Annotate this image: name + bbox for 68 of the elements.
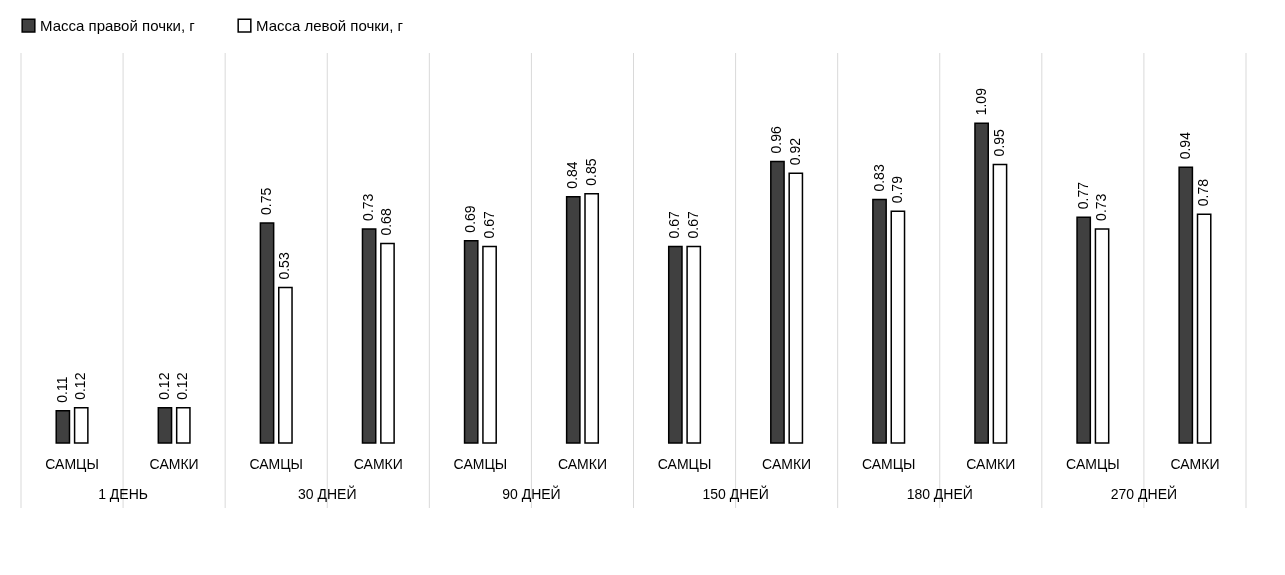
text: 150 ДНЕЙ xyxy=(702,485,769,502)
x-tick-label: САМКИ xyxy=(149,456,199,472)
x-tick-label: САМЦЫ xyxy=(45,456,99,472)
x-tick-label: САМЦЫ xyxy=(453,456,508,472)
bar xyxy=(872,198,887,444)
bar xyxy=(380,242,395,444)
data-label: 0.11 xyxy=(53,376,70,403)
data-label: 0.68 xyxy=(378,208,395,236)
data-label: 0.79 xyxy=(888,175,905,204)
data-label: 0.12 xyxy=(174,372,191,400)
data-label: 0.67 xyxy=(480,211,497,239)
bar xyxy=(890,210,906,444)
legend-label: Масса левой почки, г xyxy=(256,16,404,34)
data-label: 0.77 xyxy=(1074,181,1091,210)
bar xyxy=(482,245,497,444)
data-label: 0.12 xyxy=(72,372,89,400)
data-label: 0.53 xyxy=(276,252,293,280)
x-tick-label: САМЦЫ xyxy=(249,456,303,472)
data-label: 0.84 xyxy=(564,161,581,189)
data-label: 0.69 xyxy=(462,205,479,233)
x-tick-label: САМЦЫ xyxy=(657,456,712,472)
text: 30 ДНЕЙ xyxy=(298,485,357,502)
data-label: 0.67 xyxy=(684,211,701,239)
data-label: 0.85 xyxy=(582,158,599,186)
data-label: 0.96 xyxy=(768,125,785,154)
bar xyxy=(1196,213,1212,444)
x-tick-label: САМКИ xyxy=(557,456,607,472)
text: 1 ДЕНЬ xyxy=(98,486,148,502)
bar xyxy=(1076,216,1092,444)
bar xyxy=(584,192,600,444)
x-tick-label: САМКИ xyxy=(1170,456,1220,472)
bar xyxy=(770,160,785,444)
x-tick-label: САМКИ xyxy=(353,456,403,472)
bar xyxy=(55,409,71,444)
bar xyxy=(1094,228,1110,444)
text: 180 ДНЕЙ xyxy=(906,485,973,502)
bar xyxy=(992,163,1008,444)
data-label: 0.95 xyxy=(990,128,1007,157)
bar xyxy=(278,286,293,444)
bar xyxy=(974,122,989,444)
text: 90 ДНЕЙ xyxy=(502,485,561,502)
bar xyxy=(1178,166,1194,444)
data-label: 0.75 xyxy=(258,187,275,216)
data-label: 0.94 xyxy=(1176,131,1193,160)
bar xyxy=(361,228,377,444)
data-label: 0.92 xyxy=(786,137,803,166)
bar xyxy=(175,407,191,444)
data-label: 0.73 xyxy=(1093,193,1110,221)
bar xyxy=(157,407,173,444)
bar xyxy=(686,245,702,444)
bar xyxy=(463,239,479,444)
data-label: 0.12 xyxy=(155,372,172,400)
data-label: 0.78 xyxy=(1195,178,1212,207)
bar xyxy=(259,222,275,444)
bar xyxy=(73,407,89,444)
text: 270 ДНЕЙ xyxy=(1110,485,1178,502)
data-label: 1.09 xyxy=(972,87,989,116)
x-tick-label: САМЦЫ xyxy=(861,456,916,472)
bar xyxy=(788,172,804,444)
x-tick-label: САМКИ xyxy=(966,456,1016,472)
data-label: 0.73 xyxy=(360,193,377,221)
data-label: 0.83 xyxy=(870,164,887,192)
bar xyxy=(565,195,581,444)
legend-label: Масса правой почки, г xyxy=(40,16,196,34)
x-tick-label: САМЦЫ xyxy=(1066,456,1120,472)
bar xyxy=(667,245,683,444)
data-label: 0.67 xyxy=(666,211,683,239)
x-tick-label: САМКИ xyxy=(762,456,812,472)
